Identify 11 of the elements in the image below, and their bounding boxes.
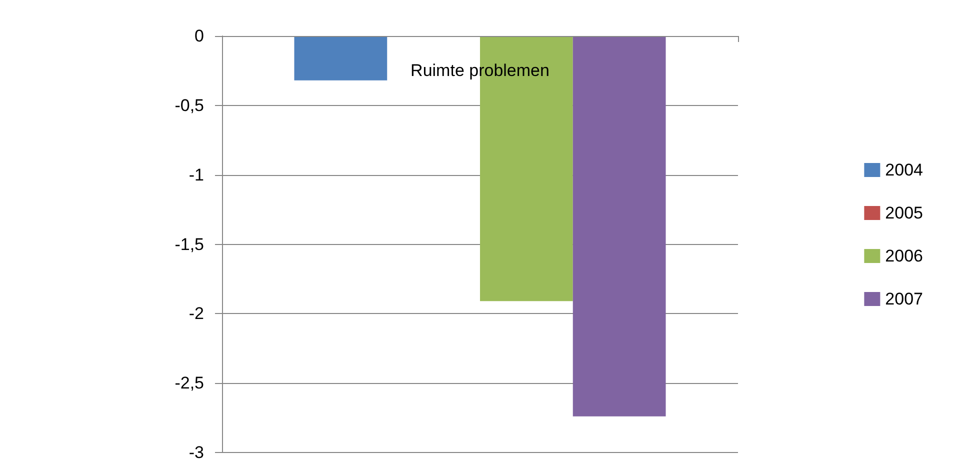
y-tick-label: -1 xyxy=(188,165,204,184)
legend-label: 2006 xyxy=(885,246,924,266)
legend-label: 2005 xyxy=(885,204,924,222)
legend-label: 2007 xyxy=(885,290,924,308)
legend-label: 2004 xyxy=(885,160,924,180)
y-tick-label: -1,5 xyxy=(174,234,204,254)
y-tick-label: -3 xyxy=(188,443,204,462)
y-tick-label: -0,5 xyxy=(174,96,204,115)
y-tick-label: -2,5 xyxy=(174,374,204,393)
y-tick-label: 0 xyxy=(194,26,204,46)
y-tick-label: -2 xyxy=(188,304,204,324)
